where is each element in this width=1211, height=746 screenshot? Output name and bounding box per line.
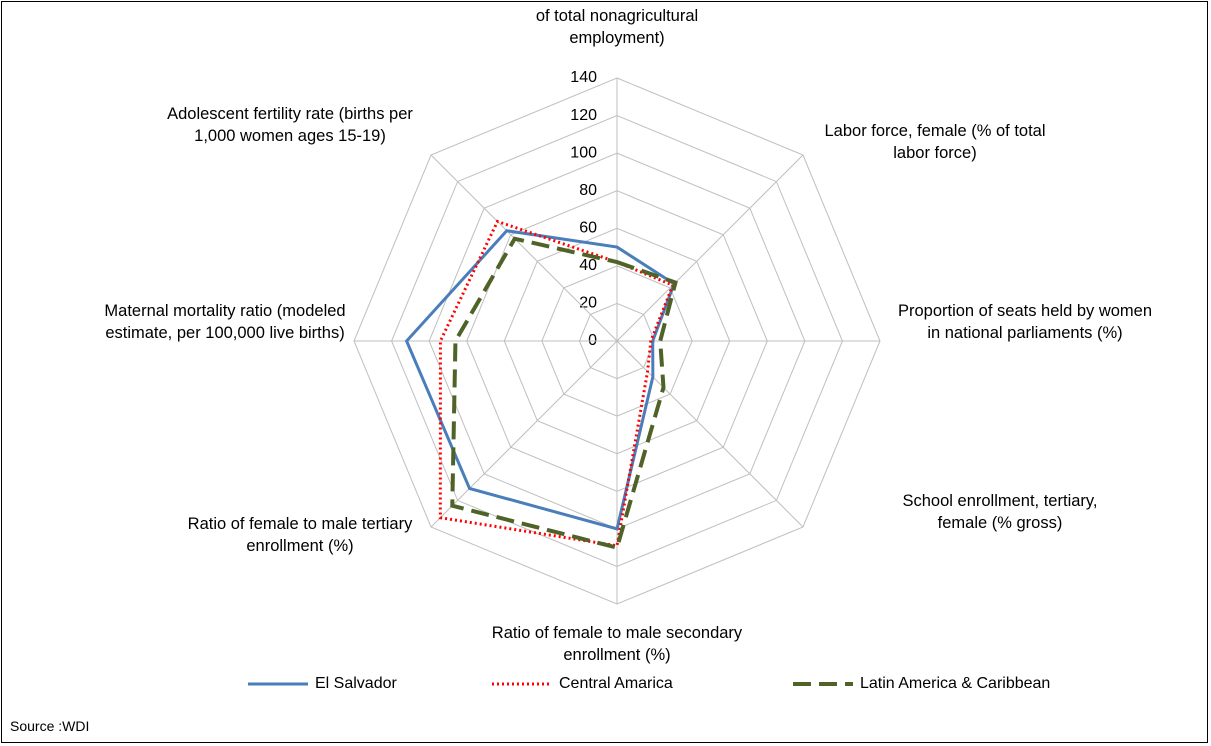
axis-label: Ratio of female to male tertiary enrollm… xyxy=(187,515,413,555)
source-note: Source :WDI xyxy=(10,718,90,734)
r-tick-label: 120 xyxy=(570,107,597,124)
axis-label: Labor force, female (% of total labor fo… xyxy=(824,122,1046,162)
axis-label: Adolescent fertility rate (births per 1,… xyxy=(167,105,413,145)
r-tick-label: 140 xyxy=(570,69,597,86)
legend-label: Central Amarica xyxy=(559,675,673,692)
r-tick-label: 100 xyxy=(570,144,597,161)
r-tick-label: 60 xyxy=(579,220,597,237)
r-tick-label: 40 xyxy=(579,257,597,274)
spoke xyxy=(616,154,804,342)
legend-label: Latin America & Caribbean xyxy=(860,675,1050,692)
spoke xyxy=(430,154,618,342)
axis-label: of total nonagricultural employment) xyxy=(535,7,699,47)
series-line xyxy=(404,229,676,531)
axis-label: Proportion of seats held by women in nat… xyxy=(897,302,1153,342)
r-tick-label: 80 xyxy=(579,182,597,199)
series-line xyxy=(450,236,678,551)
r-tick-label: 20 xyxy=(579,295,597,312)
legend-label: El Salvador xyxy=(315,675,397,692)
spoke xyxy=(430,340,618,528)
axis-label: Ratio of female to male secondary enroll… xyxy=(491,624,743,664)
axis-label: School enrollment, tertiary, female (% g… xyxy=(902,492,1098,532)
axis-label: Maternal mortality ratio (modeled estima… xyxy=(104,302,346,342)
series-line xyxy=(438,219,675,548)
spoke xyxy=(616,340,804,528)
